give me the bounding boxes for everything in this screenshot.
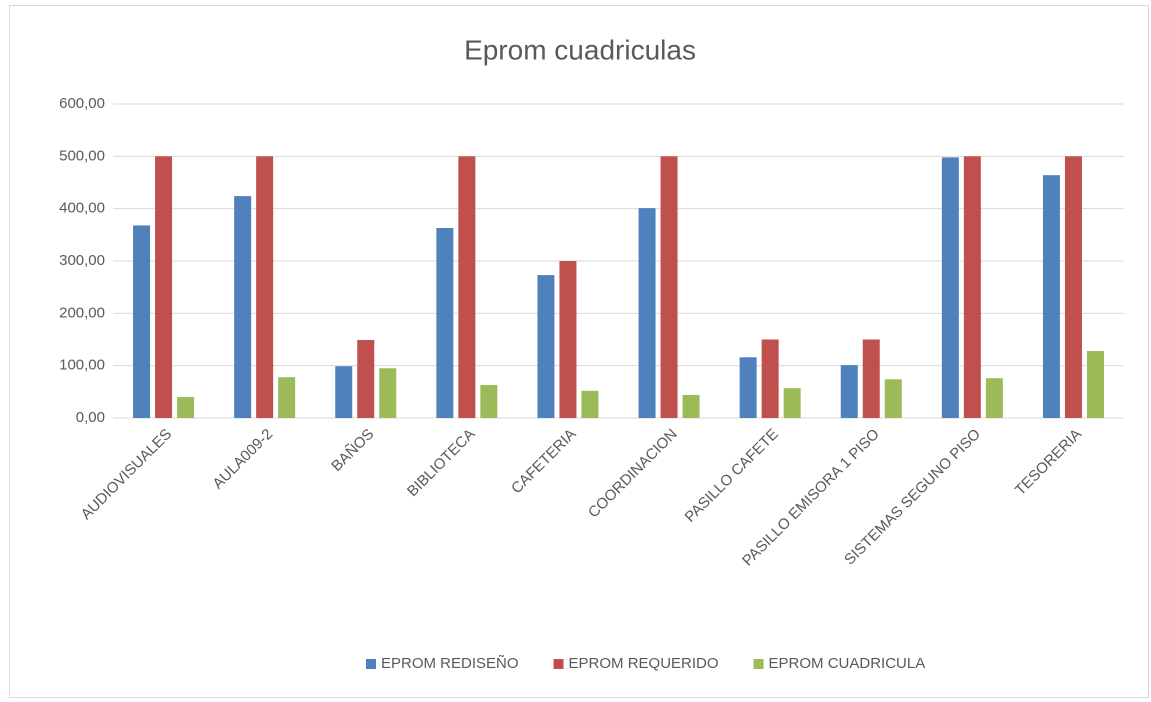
bar <box>537 275 555 418</box>
y-tick-label: 300,00 <box>59 252 105 269</box>
bar <box>1064 156 1082 419</box>
bar <box>155 156 173 419</box>
bar <box>133 225 151 418</box>
bar <box>862 339 880 418</box>
bar <box>581 390 599 418</box>
bar <box>278 377 296 418</box>
bar <box>884 379 902 418</box>
y-tick-label: 200,00 <box>59 304 105 321</box>
y-tick-label: 100,00 <box>59 357 105 374</box>
bar <box>256 156 274 419</box>
bar <box>559 261 577 418</box>
bar <box>1042 175 1060 418</box>
bar <box>941 157 959 418</box>
bar <box>379 368 397 418</box>
y-tick-label: 0,00 <box>76 409 105 426</box>
bar <box>335 366 353 418</box>
bar <box>840 365 858 418</box>
y-tick-label: 500,00 <box>59 147 105 164</box>
legend-swatch <box>753 659 764 669</box>
bar <box>761 339 779 418</box>
legend-label: EPROM REDISEÑO <box>381 655 519 672</box>
bar <box>177 397 195 418</box>
legend-swatch <box>553 659 564 669</box>
bar <box>436 228 454 418</box>
bar <box>458 156 476 419</box>
chart-title: Eprom cuadriculas <box>464 34 696 65</box>
legend-label: EPROM CUADRICULA <box>769 655 926 672</box>
bar <box>1086 351 1104 418</box>
bar <box>660 156 678 419</box>
legend-label: EPROM REQUERIDO <box>569 655 719 672</box>
y-tick-label: 600,00 <box>59 95 105 112</box>
bar <box>963 156 981 419</box>
bar <box>357 340 375 418</box>
legend-swatch <box>366 659 376 669</box>
bar <box>739 357 757 418</box>
y-tick-label: 400,00 <box>59 200 105 217</box>
bar <box>783 388 801 418</box>
bar <box>480 385 498 418</box>
bar <box>985 378 1003 418</box>
bar <box>682 394 700 418</box>
bar <box>638 208 656 418</box>
bar <box>234 196 252 418</box>
